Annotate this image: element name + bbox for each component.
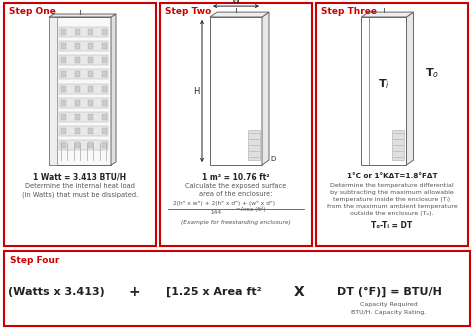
Bar bbox=[102, 71, 107, 77]
Bar bbox=[88, 86, 93, 91]
Bar bbox=[102, 114, 107, 120]
Polygon shape bbox=[262, 12, 269, 165]
Text: Capacity Required: Capacity Required bbox=[360, 302, 418, 307]
Text: 144: 144 bbox=[210, 210, 221, 215]
Text: 1 m² = 10.76 ft²: 1 m² = 10.76 ft² bbox=[202, 173, 270, 182]
Bar bbox=[75, 100, 80, 106]
Bar bbox=[61, 57, 66, 63]
Text: 1 Watt = 3.413 BTU/H: 1 Watt = 3.413 BTU/H bbox=[34, 173, 127, 182]
Bar bbox=[49, 17, 111, 165]
Text: 2(h" x w") + 2(h" x d") + (w" x d"): 2(h" x w") + 2(h" x d") + (w" x d") bbox=[173, 201, 275, 206]
Bar bbox=[88, 100, 93, 106]
Bar bbox=[59, 69, 108, 79]
Polygon shape bbox=[362, 12, 413, 17]
Polygon shape bbox=[111, 14, 116, 165]
Bar bbox=[248, 130, 260, 160]
Text: Determine the internal heat load
(in Watts) that must be dissipated.: Determine the internal heat load (in Wat… bbox=[22, 183, 138, 198]
Bar bbox=[61, 114, 66, 120]
Bar bbox=[75, 114, 80, 120]
Text: Step One: Step One bbox=[9, 7, 56, 16]
Bar bbox=[102, 128, 107, 134]
Bar bbox=[75, 128, 80, 134]
Bar bbox=[4, 3, 156, 246]
Bar bbox=[59, 126, 108, 136]
Bar bbox=[102, 86, 107, 91]
Bar bbox=[59, 27, 108, 37]
Text: (Example for freestanding enclosure): (Example for freestanding enclosure) bbox=[181, 220, 291, 225]
Polygon shape bbox=[49, 14, 116, 17]
Bar bbox=[102, 142, 107, 148]
Bar bbox=[75, 86, 80, 91]
Text: Step Two: Step Two bbox=[165, 7, 211, 16]
Bar bbox=[59, 55, 108, 65]
Bar bbox=[102, 43, 107, 49]
Text: +: + bbox=[128, 285, 140, 299]
Bar bbox=[61, 71, 66, 77]
Bar bbox=[392, 130, 404, 160]
Bar bbox=[102, 57, 107, 63]
Text: Step Four: Step Four bbox=[10, 256, 59, 265]
Bar bbox=[61, 128, 66, 134]
Bar bbox=[59, 112, 108, 122]
Bar bbox=[59, 140, 108, 150]
Text: Determine the temperature differential
by subtracting the maximum allowable
temp: Determine the temperature differential b… bbox=[327, 183, 457, 216]
Text: DT (°F)] = BTU/H: DT (°F)] = BTU/H bbox=[337, 287, 441, 297]
Bar bbox=[61, 43, 66, 49]
Text: BTU/H. Capacity Rating.: BTU/H. Capacity Rating. bbox=[351, 310, 427, 315]
Bar bbox=[88, 114, 93, 120]
Bar bbox=[4, 251, 470, 326]
Polygon shape bbox=[407, 12, 413, 165]
Text: Tₒ-Tᵢ = DT: Tₒ-Tᵢ = DT bbox=[371, 221, 413, 230]
Bar bbox=[61, 142, 66, 148]
Bar bbox=[75, 71, 80, 77]
Bar bbox=[88, 57, 93, 63]
Bar bbox=[88, 71, 93, 77]
Bar bbox=[59, 41, 108, 51]
Bar bbox=[75, 57, 80, 63]
Text: (Watts x 3.413): (Watts x 3.413) bbox=[8, 287, 104, 297]
Bar bbox=[88, 29, 93, 35]
Text: Step Three: Step Three bbox=[321, 7, 377, 16]
Bar bbox=[61, 29, 66, 35]
Bar bbox=[102, 29, 107, 35]
Bar bbox=[316, 3, 468, 246]
Bar bbox=[75, 142, 80, 148]
Text: 1°C or 1°KΔT=1.8°FΔT: 1°C or 1°KΔT=1.8°FΔT bbox=[346, 173, 438, 179]
Bar bbox=[210, 17, 262, 165]
Text: Calculate the exposed surface
area of the enclosure:: Calculate the exposed surface area of th… bbox=[185, 183, 287, 197]
Bar bbox=[59, 98, 108, 108]
Bar bbox=[75, 29, 80, 35]
Text: =Area (ft²): =Area (ft²) bbox=[236, 206, 266, 212]
Text: D: D bbox=[270, 156, 275, 162]
Text: [1.25 x Area ft²: [1.25 x Area ft² bbox=[166, 287, 262, 297]
Bar bbox=[88, 142, 93, 148]
Text: W: W bbox=[232, 0, 240, 5]
Text: X: X bbox=[293, 285, 304, 299]
Bar bbox=[75, 43, 80, 49]
Bar bbox=[49, 17, 57, 165]
Bar bbox=[88, 43, 93, 49]
Bar bbox=[362, 17, 407, 165]
Bar bbox=[88, 128, 93, 134]
Text: H: H bbox=[193, 87, 200, 95]
Polygon shape bbox=[210, 12, 269, 17]
Bar bbox=[59, 84, 108, 93]
Text: T$_o$: T$_o$ bbox=[426, 66, 439, 80]
Bar bbox=[102, 100, 107, 106]
Text: T$_i$: T$_i$ bbox=[378, 77, 390, 90]
Bar bbox=[61, 100, 66, 106]
Bar bbox=[61, 86, 66, 91]
Bar bbox=[160, 3, 312, 246]
